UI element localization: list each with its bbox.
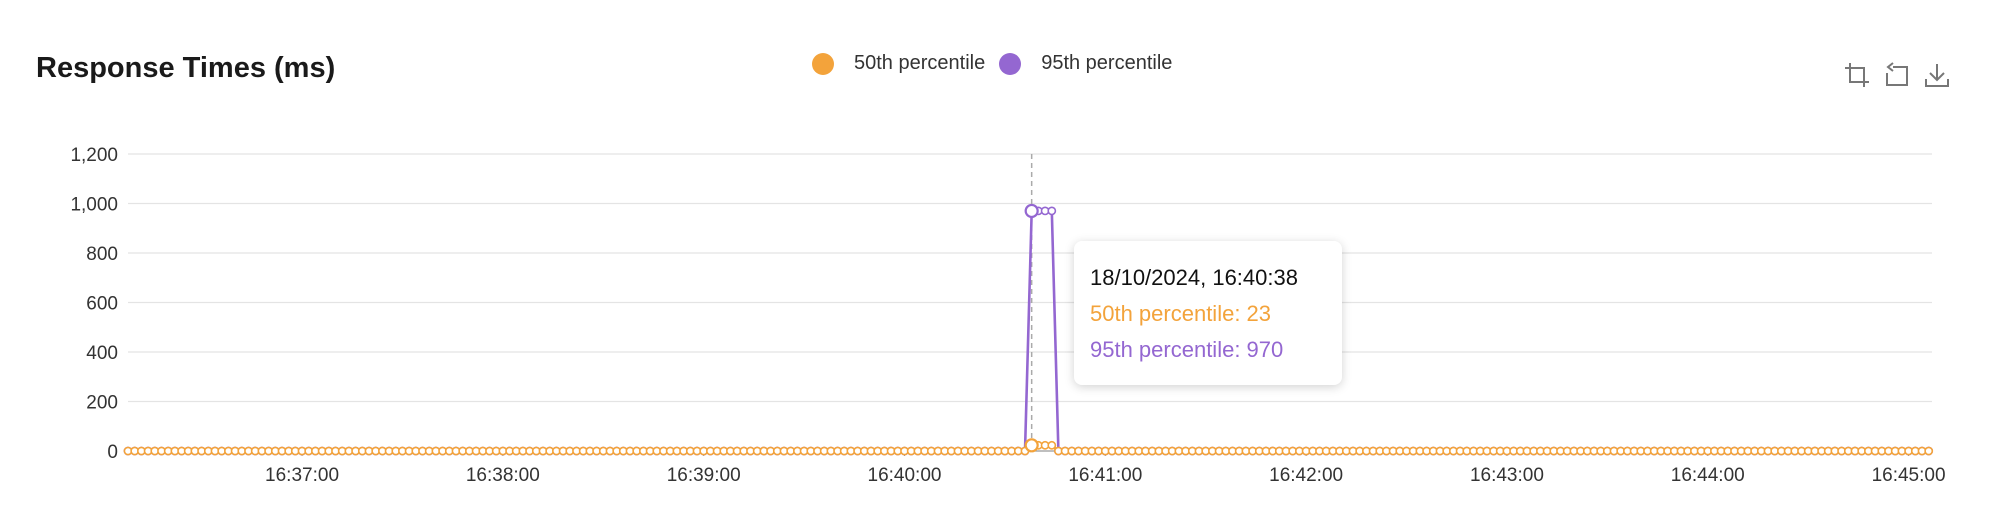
reset-zoom-button[interactable]	[1880, 58, 1914, 92]
x-tick-label: 16:40:00	[868, 465, 942, 486]
x-tick-label: 16:44:00	[1671, 465, 1745, 486]
tooltip-p50-value: 50th percentile: 23	[1090, 301, 1272, 326]
data-point-p50	[1047, 440, 1057, 450]
tooltip-date: 18/10/2024, 16:40:38	[1090, 265, 1298, 290]
x-tick-label: 16:38:00	[466, 465, 540, 486]
hover-point-p50	[1024, 438, 1039, 453]
legend-marker-p50	[812, 52, 834, 75]
y-tick-label: 1,200	[70, 145, 118, 166]
legend-item-p50[interactable]: 50th percentile	[812, 52, 985, 75]
legend-marker-p95	[999, 52, 1022, 75]
legend: 50th percentile 95th percentile	[812, 52, 1186, 75]
chart-toolbar	[1834, 58, 1954, 92]
legend-label-p50: 50th percentile	[854, 52, 986, 74]
tooltip-p95-value: 95th percentile: 970	[1090, 337, 1284, 362]
reset-zoom-icon	[1886, 62, 1908, 86]
download-button[interactable]	[1920, 58, 1954, 92]
data-point-p50	[1924, 446, 1934, 456]
hover-point-p95	[1024, 203, 1039, 219]
x-tick-label: 16:42:00	[1269, 465, 1343, 486]
x-tick-label: 16:41:00	[1068, 465, 1142, 486]
x-tick-label: 16:39:00	[667, 465, 741, 486]
y-tick-label: 600	[86, 294, 118, 315]
crop-icon	[1845, 63, 1869, 87]
zoom-select-button[interactable]	[1840, 58, 1874, 92]
x-tick-label: 16:37:00	[265, 465, 339, 486]
y-tick-label: 200	[86, 393, 118, 414]
y-tick-label: 400	[86, 343, 118, 364]
y-tick-label: 1,000	[70, 195, 118, 216]
tooltip: 18/10/2024, 16:40:38 50th percentile: 23…	[1074, 241, 1342, 385]
legend-label-p95: 95th percentile	[1041, 52, 1173, 74]
y-tick-label: 0	[107, 442, 118, 463]
x-tick-label: 16:45:00	[1872, 465, 1946, 486]
x-tick-label: 16:43:00	[1470, 465, 1544, 486]
y-tick-label: 800	[86, 244, 118, 265]
data-point-p95	[1047, 206, 1057, 216]
chart-title: Response Times (ms)	[36, 52, 336, 84]
legend-item-p95[interactable]: 95th percentile	[999, 52, 1172, 75]
series-line-p95	[128, 209, 1929, 453]
download-icon	[1925, 64, 1949, 87]
